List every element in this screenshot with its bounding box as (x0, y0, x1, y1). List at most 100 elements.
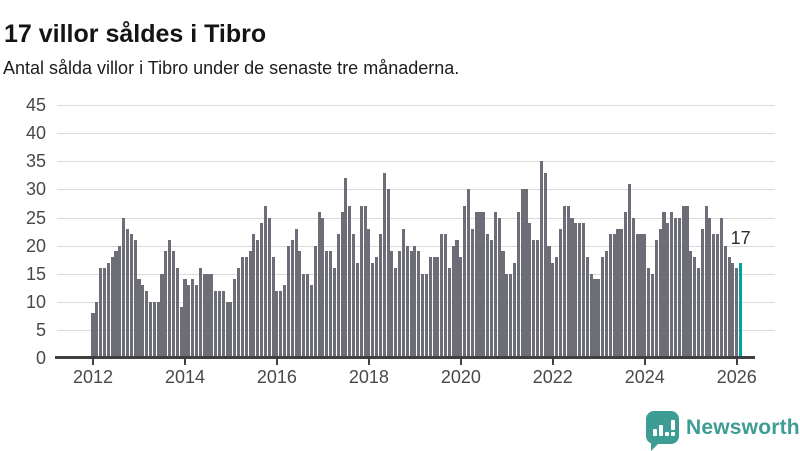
bar (585, 256, 589, 358)
bar (137, 279, 141, 358)
x-tick (735, 359, 738, 365)
bar (275, 290, 279, 358)
bar (719, 217, 723, 358)
bar-chart-glyph-icon (653, 420, 675, 436)
bar (501, 251, 505, 358)
bar (240, 256, 244, 358)
bar (183, 279, 187, 358)
x-tick-label: 2014 (164, 367, 206, 387)
bar (505, 273, 509, 358)
bar (344, 178, 348, 358)
bar (329, 251, 333, 358)
x-tick-label: 2024 (624, 367, 665, 387)
bar (214, 290, 218, 358)
y-tick-label: 35 (25, 151, 46, 172)
bar (689, 251, 693, 358)
bar (470, 228, 474, 358)
exclamation-icon (671, 420, 675, 436)
bar (409, 251, 413, 358)
bar (355, 262, 359, 358)
bar (624, 211, 628, 358)
bar (367, 228, 371, 358)
bar (237, 268, 241, 358)
bar (516, 211, 520, 358)
chart-subtitle: Antal sålda villor i Tibro under de sena… (3, 58, 460, 78)
bar (194, 284, 198, 358)
bar (233, 279, 237, 358)
bar (198, 268, 202, 358)
bar (551, 262, 555, 358)
bar (620, 228, 624, 358)
bar (574, 223, 578, 358)
bar (578, 223, 582, 358)
bar (279, 290, 283, 358)
bar (202, 273, 206, 358)
bar (666, 223, 670, 358)
bar (547, 245, 551, 358)
bar (486, 234, 490, 358)
bar (382, 172, 386, 358)
bar (539, 161, 543, 358)
bar (210, 273, 214, 358)
bar (160, 273, 164, 358)
bar (447, 268, 451, 358)
x-axis-line (55, 356, 755, 359)
bar (532, 240, 536, 358)
bar (309, 284, 313, 358)
bar (601, 256, 605, 358)
bar (375, 256, 379, 358)
bar (696, 268, 700, 358)
bar (493, 211, 497, 358)
x-tick-label: 2026 (716, 367, 757, 387)
bar (643, 234, 647, 358)
bar (581, 223, 586, 358)
y-tick-label: 20 (25, 235, 46, 256)
bar (91, 313, 95, 358)
bar (325, 251, 329, 358)
last-value-label: 17 (730, 228, 751, 248)
bar (635, 234, 639, 358)
bar (566, 206, 570, 358)
y-gridline (57, 105, 775, 107)
bar (436, 256, 440, 358)
bar (704, 206, 708, 358)
bar (443, 234, 448, 358)
bar (401, 228, 405, 358)
y-tick-label: 10 (25, 291, 46, 312)
bar (152, 301, 156, 358)
bar (122, 217, 126, 358)
bar (145, 290, 149, 358)
bar (489, 240, 494, 358)
bar (497, 217, 501, 358)
bar (727, 256, 731, 358)
bar (421, 273, 425, 358)
bar (589, 273, 593, 358)
bar (608, 234, 612, 358)
bar (348, 206, 352, 358)
bar (398, 251, 402, 358)
bar (631, 217, 635, 358)
y-tick-label: 40 (25, 123, 46, 144)
bar (685, 206, 689, 358)
bar (340, 211, 344, 358)
bar (118, 245, 122, 358)
bar (244, 256, 248, 358)
newsworthy-logo[interactable]: Newsworthy (646, 410, 800, 451)
bar (558, 228, 563, 358)
x-tick (184, 359, 186, 365)
bar (424, 273, 428, 358)
bar (206, 273, 210, 358)
y-tick-label: 45 (25, 95, 46, 116)
bar (440, 234, 444, 358)
bar (106, 262, 110, 358)
bar (466, 189, 471, 358)
bar (723, 245, 727, 358)
bar (455, 240, 459, 358)
bar (171, 251, 175, 358)
bar (520, 189, 524, 358)
bar (99, 268, 103, 358)
bar (612, 234, 616, 358)
bar (681, 206, 685, 358)
bar (428, 256, 432, 358)
